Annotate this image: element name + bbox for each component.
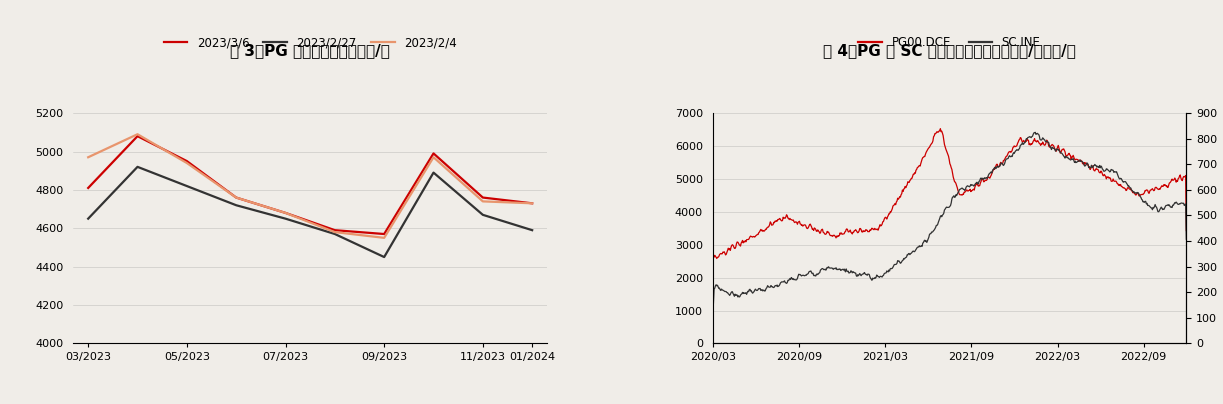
Legend: PG00.DCE, SC.INE: PG00.DCE, SC.INE [854,32,1046,54]
Legend: 2023/3/6, 2023/2/27, 2023/2/4: 2023/3/6, 2023/2/27, 2023/2/4 [159,32,461,54]
Title: 图 3：PG 远期曲线丨单位：元/吨: 图 3：PG 远期曲线丨单位：元/吨 [230,43,390,58]
Title: 图 4：PG 与 SC 价格走势对比丨单位：元/吨；元/桶: 图 4：PG 与 SC 价格走势对比丨单位：元/吨；元/桶 [823,43,1076,58]
